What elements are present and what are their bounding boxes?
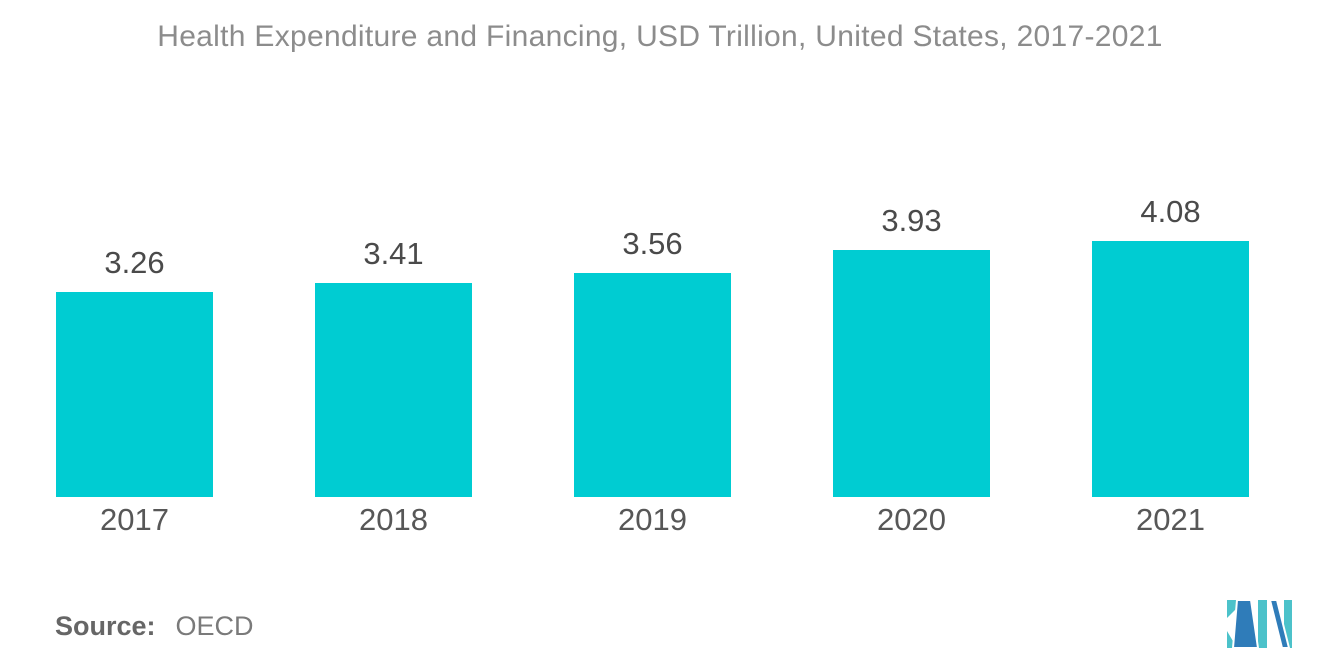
bar-value-label: 3.41 (363, 236, 424, 271)
bar-value-label: 3.56 (622, 226, 683, 261)
bar (1092, 241, 1249, 497)
bar-year-label: 2017 (100, 502, 169, 537)
bar-year-label: 2020 (877, 502, 946, 537)
chart-title: Health Expenditure and Financing, USD Tr… (157, 20, 1163, 53)
bar-year-label: 2018 (359, 502, 428, 537)
bar-value-label: 4.08 (1140, 194, 1201, 229)
bar-value-label: 3.93 (881, 203, 942, 238)
bar (574, 273, 731, 497)
bar-year-label: 2021 (1136, 502, 1205, 537)
source-label: Source: (55, 611, 156, 641)
bar-year-label: 2019 (618, 502, 687, 537)
bar (56, 292, 213, 497)
bar-value-label: 3.26 (104, 245, 165, 280)
source-note: Source: OECD (55, 611, 254, 641)
mordor-intelligence-logo-icon (1227, 600, 1292, 648)
bar (833, 250, 990, 497)
source-value: OECD (175, 611, 254, 641)
bar (315, 283, 472, 497)
